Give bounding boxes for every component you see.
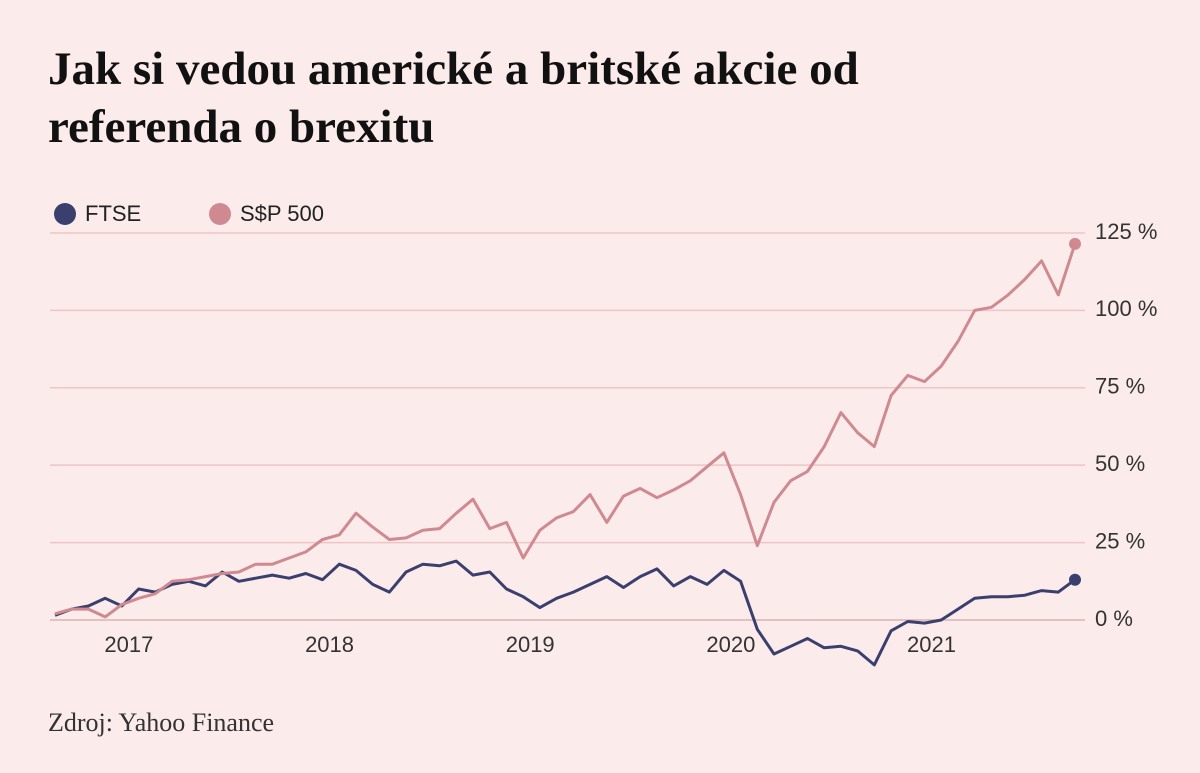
legend-label: FTSE bbox=[85, 201, 141, 226]
chart-title-line: Jak si vedou americké a britské akcie od bbox=[48, 43, 859, 95]
chart-title-line: referenda o brexitu bbox=[48, 101, 434, 153]
y-tick-label: 100 % bbox=[1095, 296, 1157, 321]
x-tick-label: 2020 bbox=[706, 632, 755, 657]
legend-label: S$P 500 bbox=[240, 201, 324, 226]
grid bbox=[50, 232, 1085, 621]
x-tick-label: 2017 bbox=[104, 632, 153, 657]
y-tick-label: 0 % bbox=[1095, 606, 1133, 631]
x-tick-label: 2018 bbox=[305, 632, 354, 657]
legend-swatch bbox=[54, 203, 76, 225]
series-line bbox=[54, 243, 1077, 619]
legend-swatch bbox=[209, 203, 231, 225]
end-dot bbox=[1069, 573, 1081, 586]
y-tick-label: 125 % bbox=[1095, 219, 1157, 244]
y-tick-label: 50 % bbox=[1095, 451, 1145, 476]
end-dot bbox=[1069, 237, 1081, 250]
x-tick-label: 2019 bbox=[506, 632, 555, 657]
x-tick-label: 2021 bbox=[907, 632, 956, 657]
source: Zdroj: Yahoo Finance bbox=[48, 708, 274, 737]
y-tick-label: 75 % bbox=[1095, 374, 1145, 399]
y-tick-label: 25 % bbox=[1095, 528, 1145, 553]
